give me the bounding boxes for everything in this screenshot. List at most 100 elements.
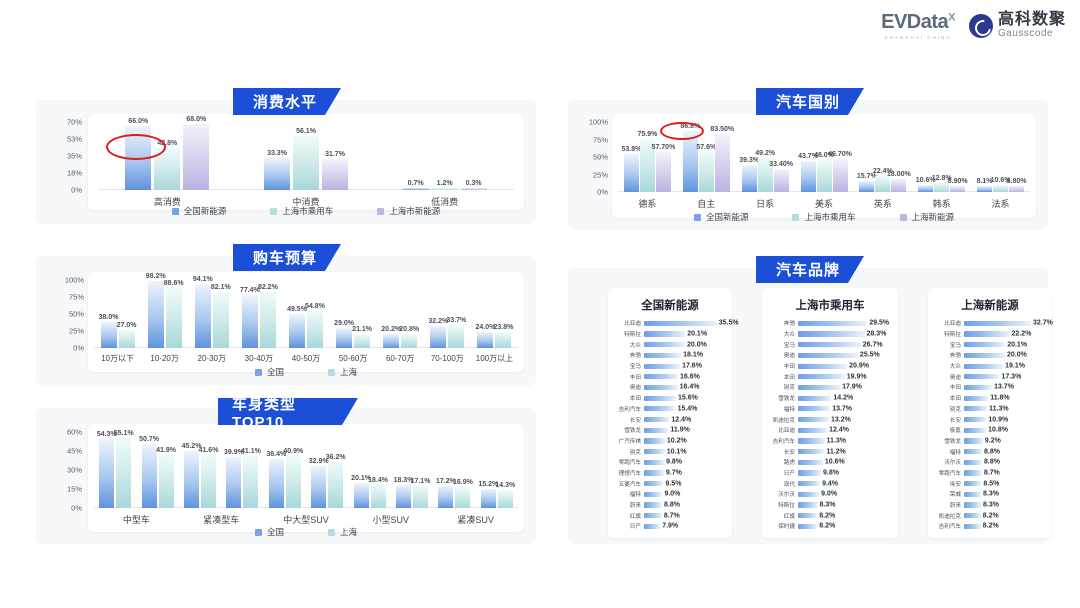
bar[interactable]: 38.4% bbox=[266, 451, 286, 508]
legend-item[interactable]: 上海新能源 bbox=[899, 211, 954, 223]
brand-row[interactable]: 奔驰 29.5% bbox=[762, 318, 892, 329]
bar[interactable]: 46.70% bbox=[828, 151, 852, 192]
brand-row[interactable]: 红旗 8.7% bbox=[608, 510, 726, 521]
bar[interactable]: 94.1% bbox=[193, 276, 213, 348]
brand-row[interactable]: 保时捷 8.2% bbox=[762, 521, 892, 532]
brand-row[interactable]: 大众 19.1% bbox=[928, 361, 1046, 372]
brand-row[interactable]: 比亚迪 32.7% bbox=[928, 318, 1053, 329]
bar[interactable]: 75.9% bbox=[637, 131, 657, 192]
bar[interactable]: 53.8% bbox=[621, 146, 641, 192]
brand-row[interactable]: 长安 12.4% bbox=[608, 414, 726, 425]
brand-row[interactable]: 吉利汽车 8.2% bbox=[928, 521, 1046, 532]
brand-row[interactable]: 大众 28.3% bbox=[762, 329, 892, 340]
legend-item[interactable]: 上海 bbox=[328, 526, 357, 538]
bar[interactable]: 57.70% bbox=[652, 144, 675, 192]
brand-row[interactable]: 福特 9.0% bbox=[608, 489, 726, 500]
bar[interactable]: 20.8% bbox=[399, 326, 419, 348]
brand-row[interactable]: 路虎 10.6% bbox=[762, 457, 892, 468]
bar[interactable]: 14.3% bbox=[495, 482, 515, 508]
bar[interactable]: 10.6% bbox=[916, 177, 936, 192]
legend-item[interactable]: 上海 bbox=[328, 366, 357, 378]
brand-row[interactable]: 吉利汽车 15.4% bbox=[608, 404, 726, 415]
brand-row[interactable]: 丰田 16.6% bbox=[608, 371, 726, 382]
bar[interactable]: 15.2% bbox=[478, 481, 498, 508]
brand-row[interactable]: 沃尔沃 9.0% bbox=[762, 489, 892, 500]
brand-row[interactable]: 福特 13.7% bbox=[762, 404, 892, 415]
bar[interactable]: 66.0% bbox=[125, 118, 152, 190]
brand-row[interactable]: 宝马 20.1% bbox=[928, 339, 1046, 350]
bar[interactable]: 23.8% bbox=[494, 324, 513, 348]
bar[interactable]: 32.2% bbox=[428, 318, 448, 348]
brand-row[interactable]: 别克 17.9% bbox=[762, 382, 892, 393]
brand-row[interactable]: 奔驰 20.0% bbox=[928, 350, 1046, 361]
bar[interactable]: 17.2% bbox=[436, 478, 456, 508]
bar[interactable]: 88.6% bbox=[164, 280, 184, 348]
bar[interactable]: 39.3% bbox=[739, 157, 759, 192]
bar[interactable]: 32.9% bbox=[309, 458, 329, 508]
bar[interactable]: 56.1% bbox=[293, 128, 319, 190]
brand-row[interactable]: 凯迪拉克 8.2% bbox=[928, 510, 1046, 521]
legend-item[interactable]: 全国新能源 bbox=[693, 211, 748, 223]
bar[interactable]: 31.7% bbox=[322, 151, 348, 190]
brand-row[interactable]: 埃安 8.5% bbox=[928, 478, 1046, 489]
brand-row[interactable]: 特斯拉 8.3% bbox=[762, 500, 892, 511]
brand-row[interactable]: 蔚来 8.3% bbox=[928, 500, 1046, 511]
bar[interactable]: 0.3% bbox=[460, 180, 487, 190]
bar[interactable]: 41.6% bbox=[199, 447, 218, 508]
brand-row[interactable]: 广汽传祺 10.2% bbox=[608, 436, 726, 447]
legend-item[interactable]: 全国 bbox=[254, 366, 284, 378]
bar[interactable]: 0.7% bbox=[402, 180, 429, 190]
brand-row[interactable]: 福特 8.8% bbox=[928, 446, 1046, 457]
bar[interactable]: 55.1% bbox=[114, 430, 134, 508]
brand-row[interactable]: 奥迪 17.3% bbox=[928, 371, 1046, 382]
brand-row[interactable]: 极氪 10.8% bbox=[928, 425, 1046, 436]
bar[interactable]: 18.3% bbox=[394, 477, 413, 508]
bar[interactable]: 18.4% bbox=[368, 477, 388, 508]
bar[interactable]: 24.0% bbox=[476, 324, 495, 348]
legend-item[interactable]: 全国 bbox=[254, 526, 284, 538]
brand-row[interactable]: 长安 10.9% bbox=[928, 414, 1046, 425]
bar[interactable]: 43.7% bbox=[798, 153, 818, 192]
bar[interactable]: 40.9% bbox=[283, 448, 303, 508]
brand-row[interactable]: 理想汽车 9.7% bbox=[608, 468, 726, 479]
bar[interactable]: 27.0% bbox=[117, 322, 136, 348]
bar[interactable]: 15.7% bbox=[857, 173, 877, 192]
bar[interactable]: 39.9% bbox=[224, 449, 244, 508]
bar[interactable]: 12.8% bbox=[932, 175, 952, 192]
bar[interactable]: 10.6% bbox=[991, 177, 1010, 192]
bar[interactable]: 83.50% bbox=[710, 126, 734, 192]
brand-row[interactable]: 现代 9.4% bbox=[762, 478, 892, 489]
bar[interactable]: 8.1% bbox=[977, 178, 993, 192]
brand-row[interactable]: 奥迪 25.5% bbox=[762, 350, 892, 361]
brand-row[interactable]: 雪铁龙 9.2% bbox=[928, 436, 1046, 447]
brand-row[interactable]: 雪铁龙 11.9% bbox=[608, 425, 726, 436]
brand-row[interactable]: 别克 11.3% bbox=[928, 404, 1046, 415]
bar[interactable]: 49.5% bbox=[287, 306, 307, 348]
bar[interactable]: 17.1% bbox=[411, 478, 430, 508]
bar[interactable]: 46.0% bbox=[814, 152, 834, 192]
brand-row[interactable]: 比亚迪 35.5% bbox=[608, 318, 738, 329]
bar[interactable]: 8.80% bbox=[1007, 178, 1026, 192]
bar[interactable]: 41.9% bbox=[156, 447, 176, 508]
bar[interactable]: 42.8% bbox=[154, 140, 181, 190]
brand-row[interactable]: 吉利汽车 11.3% bbox=[762, 436, 892, 447]
brand-row[interactable]: 红旗 8.2% bbox=[762, 510, 892, 521]
brand-row[interactable]: 蔚来 8.8% bbox=[608, 500, 726, 511]
bar[interactable]: 82.1% bbox=[211, 284, 231, 348]
bar[interactable]: 33.40% bbox=[769, 161, 793, 192]
brand-row[interactable]: 长安 11.2% bbox=[762, 446, 892, 457]
bar[interactable]: 86.8% bbox=[680, 123, 700, 192]
brand-row[interactable]: 丰田 20.9% bbox=[762, 361, 892, 372]
brand-row[interactable]: 宝马 26.7% bbox=[762, 339, 892, 350]
brand-row[interactable]: 五菱汽车 9.5% bbox=[608, 478, 726, 489]
brand-row[interactable]: 本田 19.9% bbox=[762, 371, 892, 382]
brand-row[interactable]: 日产 7.9% bbox=[608, 521, 726, 532]
brand-row[interactable]: 比亚迪 12.4% bbox=[762, 425, 892, 436]
brand-row[interactable]: 奥迪 16.4% bbox=[608, 382, 726, 393]
brand-row[interactable]: 丰田 13.7% bbox=[928, 382, 1046, 393]
legend-item[interactable]: 上海市新能源 bbox=[377, 205, 440, 217]
bar[interactable]: 22.4% bbox=[873, 168, 893, 192]
bar[interactable]: 38.0% bbox=[99, 314, 118, 348]
brand-row[interactable]: 日产 9.8% bbox=[762, 468, 892, 479]
brand-row[interactable]: 零跑汽车 8.7% bbox=[928, 468, 1046, 479]
